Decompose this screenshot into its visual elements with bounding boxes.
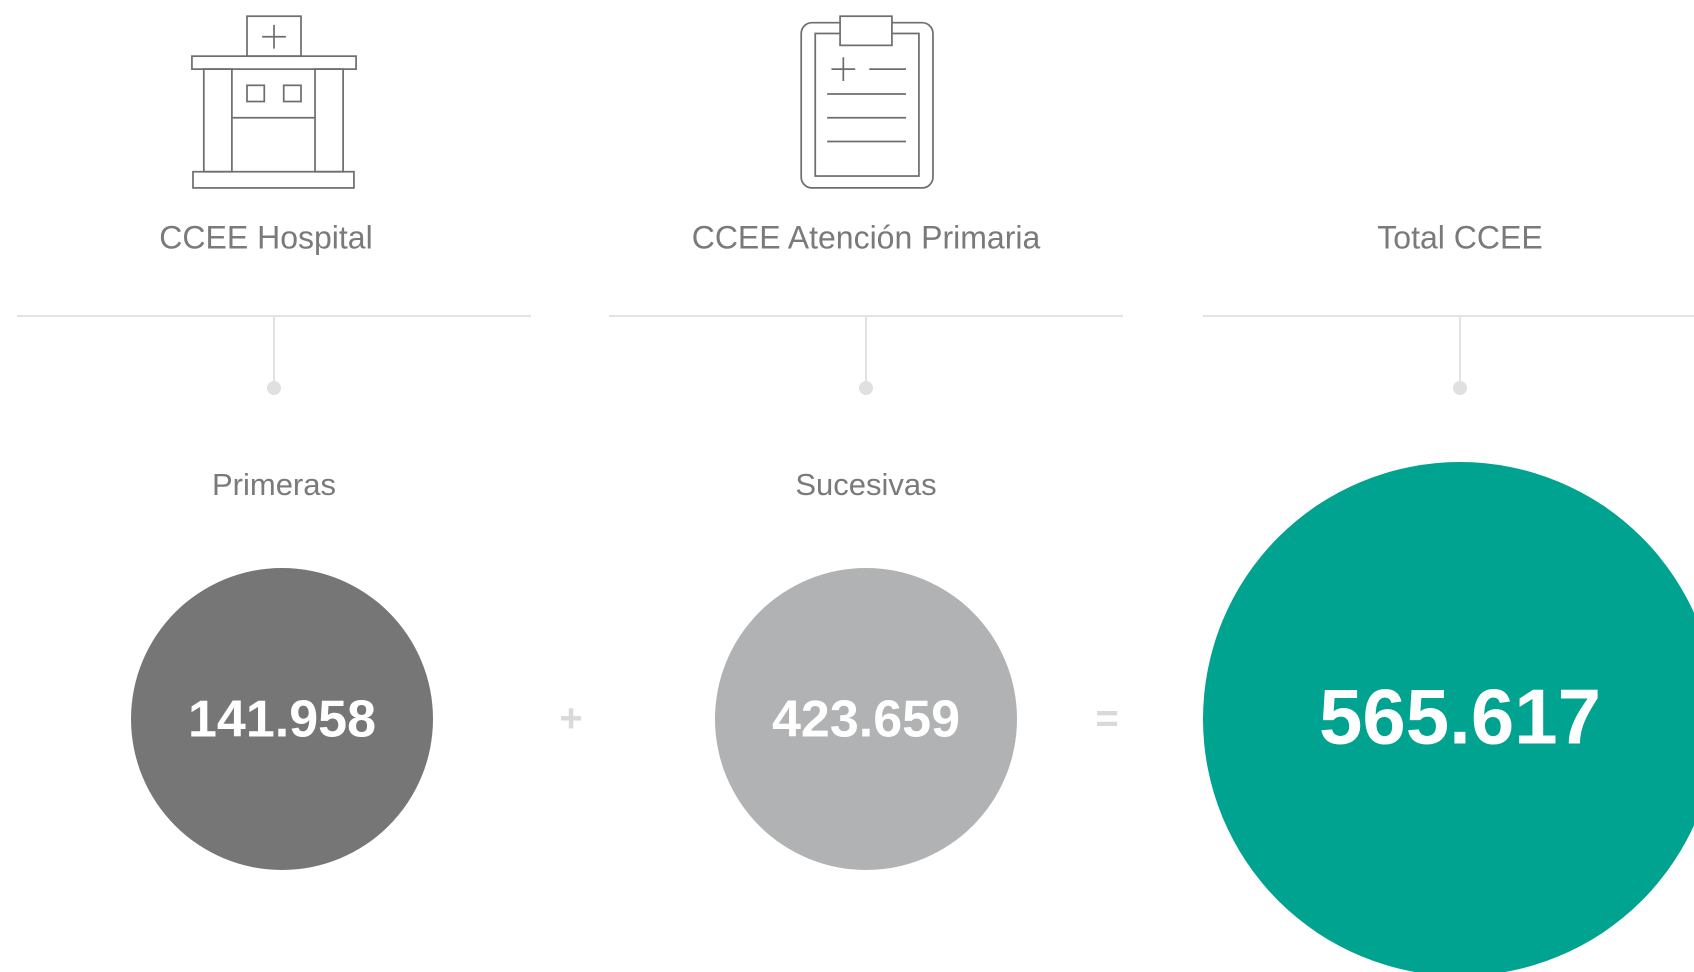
sublabel: Primeras <box>212 467 336 502</box>
total-circle <box>1203 462 1694 972</box>
total-value: 565.617 <box>1319 673 1601 761</box>
connector-dot <box>267 381 281 395</box>
heading: CCEE Hospital <box>159 219 372 255</box>
hospital-icon <box>191 15 357 189</box>
connector-dot <box>859 381 873 395</box>
heading: Total CCEE <box>1377 219 1542 255</box>
clipboard-icon <box>800 15 934 189</box>
operator: + <box>559 697 582 741</box>
value-circle <box>131 568 433 870</box>
value: 141.958 <box>188 691 376 749</box>
operator: = <box>1095 697 1118 741</box>
connector-dot <box>1453 381 1467 395</box>
sublabel: Sucesivas <box>795 467 936 502</box>
value-circle <box>715 568 1017 870</box>
heading: CCEE Atención Primaria <box>692 219 1041 255</box>
value: 423.659 <box>772 691 960 749</box>
